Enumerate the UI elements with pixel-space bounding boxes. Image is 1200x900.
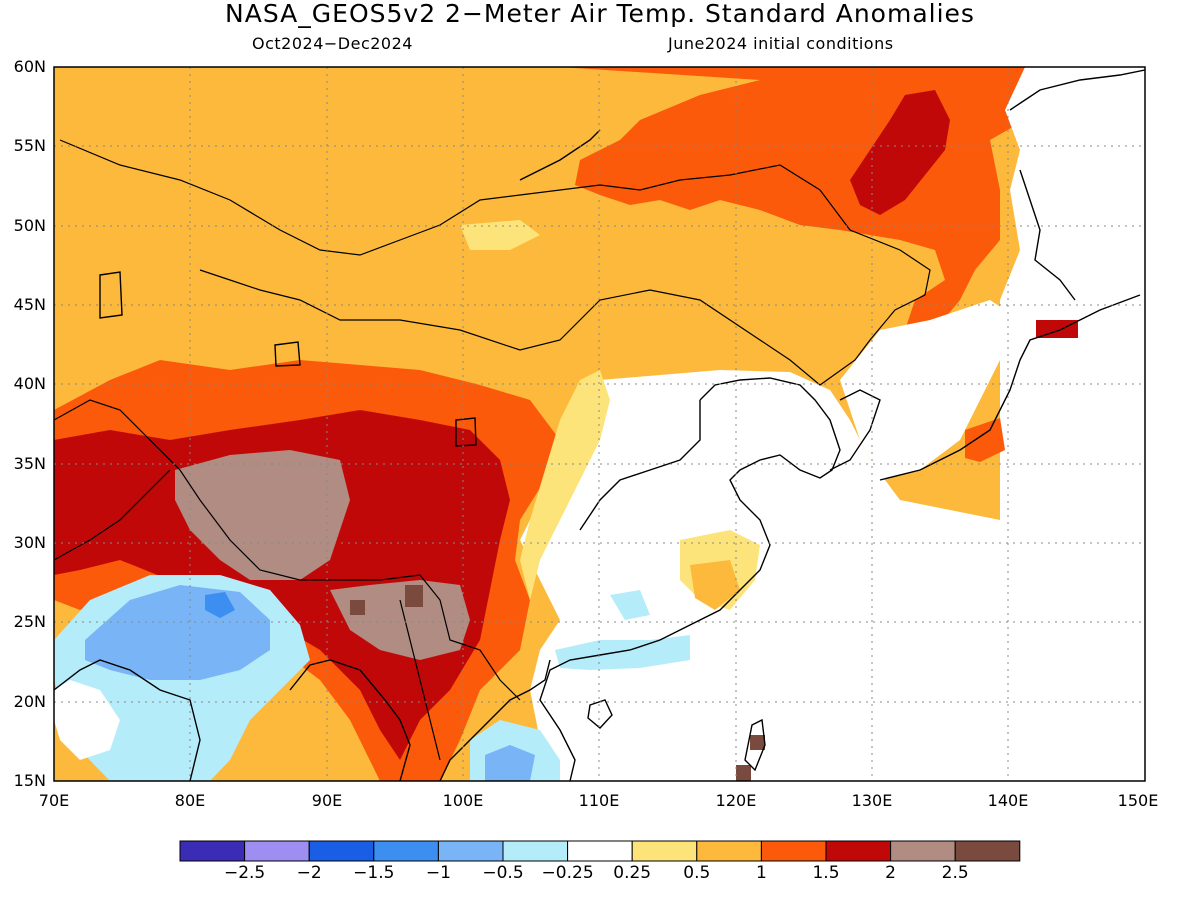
colorbar-swatch [244,840,310,862]
lat-label-45n: 45N [13,295,46,314]
initial-conditions: June2024 initial conditions [668,34,894,53]
lat-label-50n: 50N [13,216,46,235]
colorbar-swatch [308,840,375,862]
field-sc-lightblue [555,635,690,670]
field-taiwan-brown-2 [736,765,751,781]
colorbar-swatch [890,840,956,862]
field-dark-brown-2 [350,600,365,615]
colorbar-swatch [567,840,633,862]
field-mongolia-yellow [460,220,540,250]
lat-label-40n: 40N [13,374,46,393]
colorbar-label: 0.25 [613,863,652,883]
field-dark-brown-1 [405,585,423,607]
lon-label-130e: 130E [851,791,893,810]
colorbar-swatch [373,840,439,862]
colorbar-swatch [502,840,569,862]
colorbar-label: −0.5 [482,863,524,883]
lon-label-140e: 140E [987,791,1029,810]
lat-label-20n: 20N [13,692,46,711]
field-japan-orange [965,418,1005,462]
field-india-white [54,680,120,760]
lon-label-100e: 100E [442,791,484,810]
field-india-blue2 [205,592,235,618]
colorbar-swatch [696,840,762,862]
colorbar [179,840,1021,862]
lat-label-30n: 30N [13,533,46,552]
colorbar-label: −2 [296,863,322,883]
field-ne-white [54,67,1145,781]
lat-label-35n: 35N [13,454,46,473]
colorbar-label: 1.5 [812,863,840,883]
colorbar-swatch [760,840,827,862]
country-borders [54,139,931,761]
colorbar-swatch [179,840,246,862]
colorbar-swatch [825,840,892,862]
field-tibet-brown [175,450,350,580]
colorbar-label: 1 [755,863,767,883]
field-sc-lightblue2 [610,590,650,620]
coastlines [54,69,1145,781]
colorbar-label: −2.5 [223,863,266,883]
colorbar-swatch [631,840,698,862]
map-frame [53,66,1146,782]
lat-label-25n: 25N [13,612,46,631]
colorbar-swatch [437,840,504,862]
map-title: NASA_GEOS5v2 2−Meter Air Temp. Standard … [225,0,975,28]
field-hokkaido-red [1036,320,1078,338]
lon-label-110e: 110E [578,791,620,810]
colorbar-label: 2 [885,863,897,883]
lon-label-90e: 90E [311,791,343,810]
field-taiwan-brown-1 [750,735,765,750]
field-china-yellow [520,370,610,600]
colorbar-label: −1.5 [353,863,395,883]
lat-label-15n: 15N [13,771,46,790]
anomaly-field [54,67,1145,781]
lon-label-120e: 120E [715,791,757,810]
field-ne-red [850,90,950,215]
colorbar-label: −0.25 [541,863,594,883]
field-tibet-red [54,410,510,760]
colorbar-swatch [954,840,1021,862]
colorbar-label: 2.5 [941,863,969,883]
lon-label-70e: 70E [38,791,70,810]
field-indochina-blue [485,745,535,781]
lon-label-80e: 80E [174,791,206,810]
forecast-period: Oct2024−Dec2024 [252,34,413,53]
colorbar-label: 0.5 [683,863,711,883]
field-seaofjapan-white [840,300,1020,480]
colorbar-label: −1 [425,863,451,883]
lat-label-60n: 60N [13,57,46,76]
lon-label-150e: 150E [1117,791,1159,810]
lat-label-55n: 55N [13,136,46,155]
field-se-orange [690,560,740,610]
graticule [54,67,1145,781]
